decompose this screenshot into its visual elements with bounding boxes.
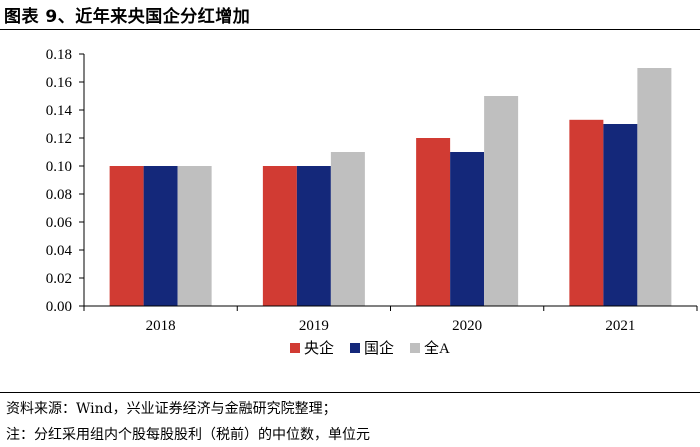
y-tick-label: 0.16: [46, 75, 73, 91]
legend-swatch-全A: [410, 343, 420, 353]
bar-国企-2018: [143, 166, 178, 306]
y-tick-label: 0.00: [46, 299, 72, 315]
bar-央企-2021: [569, 119, 604, 306]
source-note: 资料来源：Wind，兴业证券经济与金融研究院整理；: [6, 401, 337, 417]
x-tick-label: 2018: [146, 318, 176, 334]
legend: 央企 国企 全A: [290, 339, 450, 357]
bars: [109, 68, 672, 306]
legend-swatch-国企: [350, 343, 360, 353]
bar-全A-2021: [637, 68, 672, 306]
bar-国企-2019: [296, 166, 331, 306]
legend-label-全A: 全A: [424, 339, 450, 357]
bar-全A-2019: [330, 152, 365, 306]
y-axis: 0.00 0.02 0.04 0.06 0.08 0.10 0.12 0.14 0.16 0.18: [46, 47, 85, 315]
legend-label-国企: 国企: [364, 339, 394, 357]
footer-divider: [0, 392, 700, 393]
x-axis: 2018 2019 2020 2021: [83, 305, 698, 334]
x-tick-label: 2021: [605, 318, 635, 334]
bar-国企-2021: [603, 124, 638, 306]
legend-swatch-央企: [290, 343, 300, 353]
y-tick-label: 0.08: [46, 187, 72, 203]
bar-央企-2020: [416, 138, 451, 306]
bar-全A-2020: [484, 96, 519, 306]
legend-label-央企: 央企: [304, 339, 334, 357]
bar-国企-2020: [450, 152, 485, 306]
y-tick-label: 0.10: [46, 159, 72, 175]
bar-央企-2019: [262, 166, 297, 306]
footnote: 注：分红采用组内个股每股股利（税前）的中位数，单位元: [6, 427, 370, 443]
bar-全A-2018: [177, 166, 212, 306]
bar-央企-2018: [109, 166, 144, 306]
x-tick-label: 2019: [299, 318, 329, 334]
y-tick-label: 0.04: [46, 243, 73, 259]
y-tick-label: 0.12: [46, 131, 72, 147]
bar-chart: 0.00 0.02 0.04 0.06 0.08 0.10 0.12 0.14 0.16 0.18…: [46, 47, 698, 357]
chart-title: 图表 9、近年来央国企分红增加: [4, 7, 251, 27]
title-divider: [0, 29, 700, 30]
y-tick-label: 0.18: [46, 47, 72, 63]
x-tick-label: 2020: [452, 318, 482, 334]
y-tick-label: 0.06: [46, 215, 73, 231]
y-tick-label: 0.14: [46, 103, 73, 119]
y-tick-label: 0.02: [46, 271, 72, 287]
